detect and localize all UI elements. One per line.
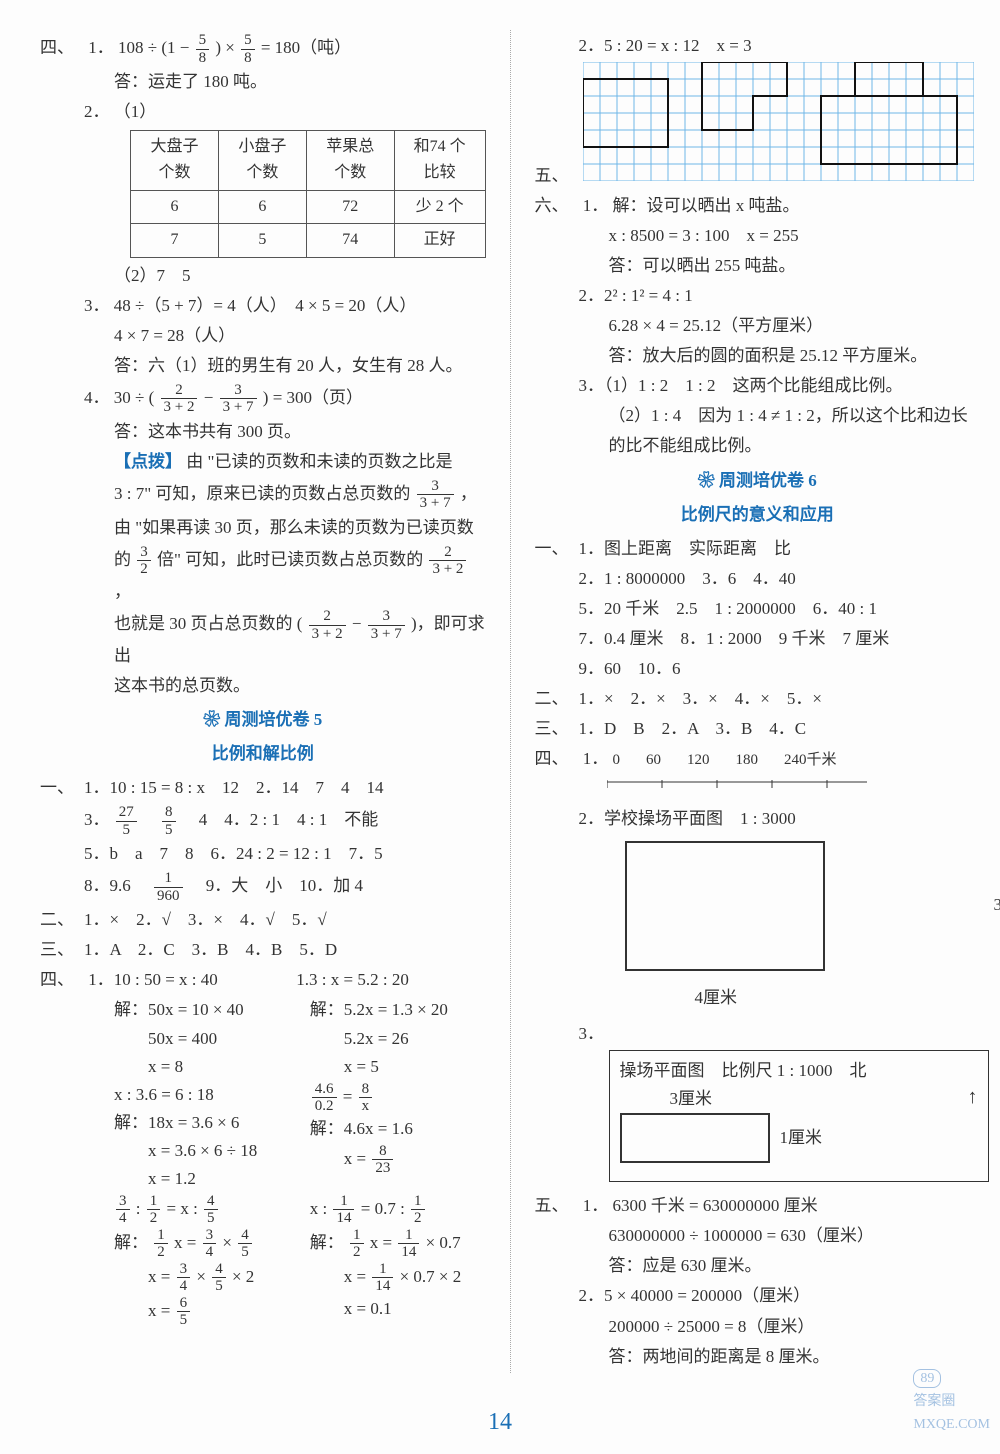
r-q2: 2．5 : 20 = x : 12 x = 3	[535, 32, 981, 60]
sec6-q1: 六、 1． 解：设可以晒出 x 吨盐。	[535, 192, 981, 220]
right-column: 2．5 : 20 = x : 12 x = 3 五、 六、 1． 解：设可以晒出…	[535, 30, 981, 1373]
solve-block-1: 解：50x = 10 × 40 50x = 400 x = 8 解：5.2x =…	[40, 996, 486, 1080]
sec4-q4: 4． 30 ÷ ( 23 + 2 − 33 + 7 ) = 300（页）	[40, 382, 486, 416]
north-arrow-icon: ↑	[968, 1081, 978, 1114]
q2-sub2: （2）7 5	[40, 262, 486, 290]
playground-rect: 3厘米	[625, 841, 981, 980]
left-column: 四、 1． 108 ÷ (1 − 58 ) × 58 = 180（吨） 答：运走…	[40, 30, 486, 1373]
playground-map-box: 操场平面图 比例尺 1 : 1000 北 ↑ 3厘米 1厘米	[609, 1050, 989, 1182]
q4-tip: 【点拨】 由 "已读的页数和未读的页数之比是	[40, 448, 486, 476]
q4-ans: 答：这本书共有 300 页。	[40, 418, 486, 446]
sec4-label: 四、	[40, 34, 84, 62]
handwritten-pagenum: 14	[0, 1403, 1000, 1443]
week5-title1: ❀ 周测培优卷 5	[40, 706, 486, 734]
sec5-grid: 五、	[535, 62, 981, 190]
ruler-line	[607, 775, 981, 803]
sec4-q2: 2． （1）	[40, 98, 486, 126]
q1-ans: 答：运走了 180 吨。	[40, 68, 486, 96]
week6-title1: ❀ 周测培优卷 6	[535, 467, 981, 495]
watermark: 89 答案圈 MXQE.COM	[913, 1367, 990, 1436]
scale-ruler: 060120180240千米	[613, 748, 837, 773]
week5-title2: 比例和解比例	[40, 740, 486, 768]
solve-block-3: 34 : 12 = x : 45 解： 12 x = 34 × 45 x = 3…	[40, 1193, 486, 1329]
grid-shapes-svg	[583, 62, 974, 181]
paw-icon: ❀	[203, 710, 224, 729]
q1-num: 1．	[88, 38, 114, 57]
sec4-q1: 四、 1． 108 ÷ (1 − 58 ) × 58 = 180（吨）	[40, 32, 486, 66]
paw-icon: ❀	[698, 471, 719, 490]
week6-title2: 比例尺的意义和应用	[535, 501, 981, 529]
q3-ans: 答：六（1）班的男生有 20 人，女生有 28 人。	[40, 352, 486, 380]
solve-block-2: x : 3.6 = 6 : 18 解：18x = 3.6 × 6 x = 3.6…	[40, 1081, 486, 1193]
q2-table: 大盘子个数 小盘子个数 苹果总个数 和74 个比较 6 6 72 少 2 个 7…	[130, 130, 486, 258]
sec4-q3: 3． 48 ÷（5 + 7）= 4（人） 4 × 5 = 20（人）	[40, 292, 486, 320]
